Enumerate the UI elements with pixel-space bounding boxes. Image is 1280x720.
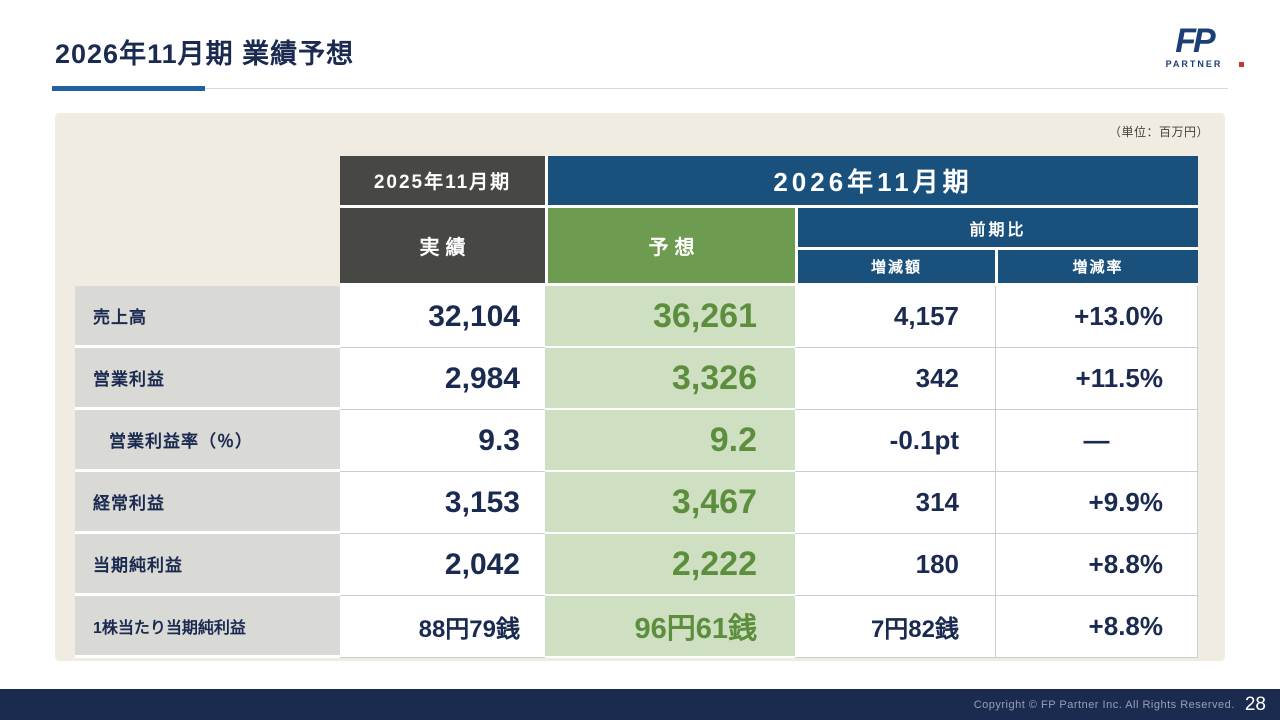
change-amount-value: 4,157 xyxy=(795,286,995,348)
actual-value: 2,984 xyxy=(340,348,545,410)
actual-value: 32,104 xyxy=(340,286,545,348)
forecast-value: 3,326 xyxy=(545,348,795,410)
title-accent-bar xyxy=(52,86,205,91)
divider xyxy=(52,88,1228,89)
copyright-text: Copyright © FP Partner Inc. All Rights R… xyxy=(973,698,1235,711)
row-label: 営業利益率（％） xyxy=(75,410,340,472)
footer-bar: Copyright © FP Partner Inc. All Rights R… xyxy=(0,689,1280,720)
header-yoy: 前期比 xyxy=(795,208,1198,250)
actual-value: 2,042 xyxy=(340,534,545,596)
change-amount-value: 7円82銭 xyxy=(795,596,995,658)
row-label: 1株当たり当期純利益 xyxy=(75,596,340,658)
change-rate-value: +8.8% xyxy=(995,596,1198,658)
header-prev-period: 2025年11月期 xyxy=(340,156,545,208)
results-forecast-table: 2025年11月期 2026年11月期 実績 予想 前期比 増減額 増減率 売上… xyxy=(75,156,1198,658)
forecast-value: 3,467 xyxy=(545,472,795,534)
change-rate-value: +9.9% xyxy=(995,472,1198,534)
unit-note: （単位：百万円） xyxy=(1108,125,1209,139)
actual-value: 88円79銭 xyxy=(340,596,545,658)
header-change-rate: 増減率 xyxy=(995,250,1198,286)
page-title: 2026年11月期 業績予想 xyxy=(55,39,355,69)
table-panel: （単位：百万円） 2025年11月期 2026年11月期 実績 予想 前期比 増… xyxy=(55,113,1225,661)
row-label: 経常利益 xyxy=(75,472,340,534)
actual-value: 3,153 xyxy=(340,472,545,534)
logo-main-text: FP xyxy=(1175,22,1215,60)
forecast-value: 36,261 xyxy=(545,286,795,348)
row-label: 当期純利益 xyxy=(75,534,340,596)
row-label: 営業利益 xyxy=(75,348,340,410)
header-forecast: 予想 xyxy=(545,208,795,286)
change-rate-value: — xyxy=(995,410,1198,472)
forecast-value: 96円61銭 xyxy=(545,596,795,658)
change-rate-value: +13.0% xyxy=(995,286,1198,348)
change-amount-value: 180 xyxy=(795,534,995,596)
fp-partner-logo: FP PARTNER xyxy=(1154,24,1234,69)
change-rate-value: +8.8% xyxy=(995,534,1198,596)
header-current-period: 2026年11月期 xyxy=(545,156,1198,208)
title-underline xyxy=(52,86,1228,92)
forecast-value: 9.2 xyxy=(545,410,795,472)
change-amount-value: 314 xyxy=(795,472,995,534)
page-number: 28 xyxy=(1244,693,1266,715)
header-change-amount: 増減額 xyxy=(795,250,995,286)
logo-accent-mark xyxy=(1239,62,1244,67)
row-label: 売上高 xyxy=(75,286,340,348)
change-amount-value: 342 xyxy=(795,348,995,410)
actual-value: 9.3 xyxy=(340,410,545,472)
change-amount-value: -0.1pt xyxy=(795,410,995,472)
header-actual: 実績 xyxy=(340,208,545,286)
logo-sub-text: PARTNER xyxy=(1165,59,1223,69)
change-rate-value: +11.5% xyxy=(995,348,1198,410)
forecast-value: 2,222 xyxy=(545,534,795,596)
